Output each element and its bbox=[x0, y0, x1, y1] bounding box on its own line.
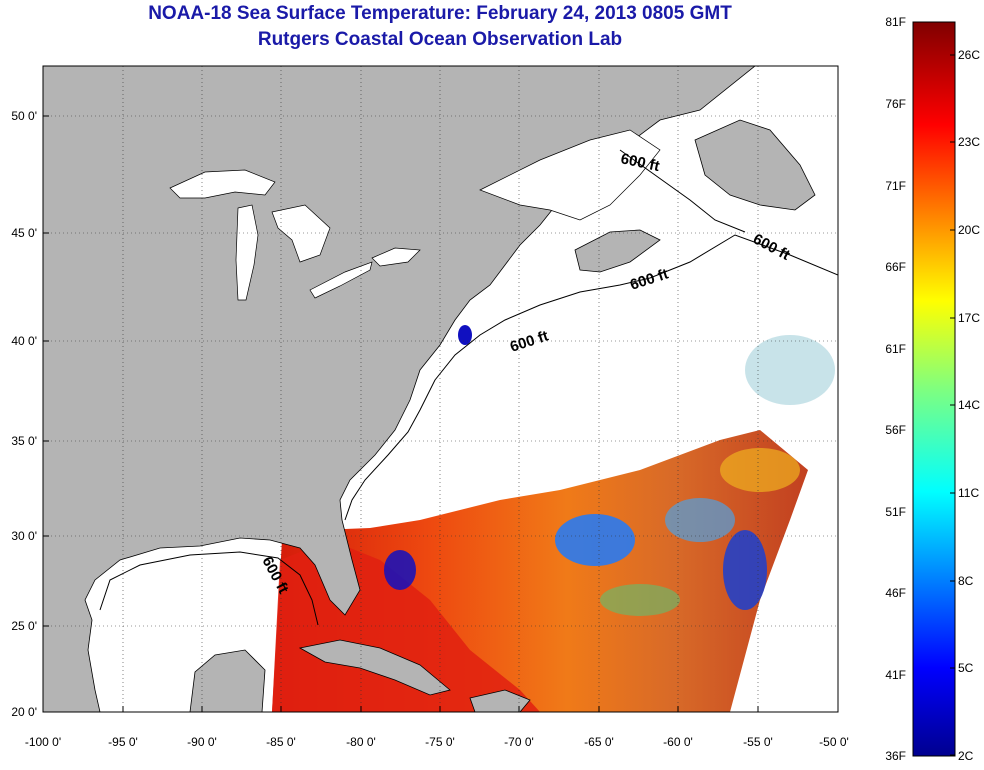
colorbar-ticks bbox=[950, 54, 955, 756]
colorbar-label-f: 81F bbox=[885, 15, 906, 29]
sst-green-patch bbox=[600, 584, 680, 616]
colorbar-label-c: 8C bbox=[958, 574, 974, 588]
land-yucatan bbox=[189, 649, 266, 712]
map-subtitle: Rutgers Coastal Ocean Observation Lab bbox=[257, 29, 623, 50]
great-lake-michigan bbox=[235, 204, 259, 301]
lat-tick-label: 50 0' bbox=[11, 109, 37, 123]
lon-tick-label: -70 0' bbox=[504, 735, 534, 749]
sst-cool-patch bbox=[458, 325, 472, 345]
great-lake-huron bbox=[271, 204, 331, 263]
colorbar-label-f: 41F bbox=[885, 668, 906, 682]
sst-cool-patch bbox=[665, 498, 735, 542]
lon-tick-label: -85 0' bbox=[266, 735, 296, 749]
lon-tick-label: -50 0' bbox=[819, 735, 849, 749]
colorbar-label-c: 20C bbox=[958, 223, 980, 237]
land-north-america bbox=[43, 66, 756, 712]
land-nova-scotia bbox=[574, 229, 661, 273]
latitude-axis bbox=[43, 115, 49, 713]
great-lake-erie bbox=[309, 261, 373, 299]
land-hispaniola bbox=[469, 689, 531, 712]
lon-tick-label: -75 0' bbox=[425, 735, 455, 749]
land-newfoundland bbox=[694, 119, 816, 211]
lat-tick-label: 45 0' bbox=[11, 226, 37, 240]
colorbar-label-f: 46F bbox=[885, 586, 906, 600]
gulf-of-st-lawrence bbox=[479, 129, 661, 221]
colorbar-label-f: 56F bbox=[885, 423, 906, 437]
sst-cool-patch bbox=[384, 550, 416, 590]
depth-contour-600ft bbox=[99, 551, 319, 626]
colorbar-label-f: 51F bbox=[885, 505, 906, 519]
lon-tick-label: -80 0' bbox=[346, 735, 376, 749]
lat-tick-label: 30 0' bbox=[11, 529, 37, 543]
lon-tick-label: -60 0' bbox=[663, 735, 693, 749]
sst-yellow-patch bbox=[720, 448, 800, 492]
longitude-axis bbox=[42, 706, 839, 712]
colorbar-label-f: 36F bbox=[885, 749, 906, 763]
lon-tick-label: -65 0' bbox=[584, 735, 614, 749]
lat-tick-label: 35 0' bbox=[11, 434, 37, 448]
colorbar-label-c: 14C bbox=[958, 398, 980, 412]
sst-scatter-patch bbox=[745, 335, 835, 405]
colorbar-label-c: 26C bbox=[958, 48, 980, 62]
lon-tick-label: -55 0' bbox=[743, 735, 773, 749]
colorbar-label-c: 23C bbox=[958, 135, 980, 149]
land-cuba bbox=[298, 639, 451, 696]
lon-tick-label: -100 0' bbox=[25, 735, 61, 749]
colorbar-label-f: 76F bbox=[885, 97, 906, 111]
map-title: NOAA-18 Sea Surface Temperature: Februar… bbox=[148, 3, 732, 24]
colorbar-label-c: 11C bbox=[958, 486, 979, 500]
colorbar-label-c: 2C bbox=[958, 749, 974, 763]
lat-tick-label: 25 0' bbox=[11, 619, 37, 633]
sst-cool-patch bbox=[555, 514, 635, 566]
depth-contour-600ft bbox=[344, 234, 838, 521]
sst-cool-patch bbox=[723, 530, 767, 610]
great-lake-superior bbox=[169, 169, 276, 199]
colorbar-label-c: 17C bbox=[958, 311, 980, 325]
great-lake-ontario bbox=[371, 247, 421, 267]
colorbar-label-c: 5C bbox=[958, 661, 974, 675]
graticule bbox=[43, 66, 838, 712]
depth-contour-600ft bbox=[619, 149, 746, 233]
lon-tick-label: -90 0' bbox=[187, 735, 217, 749]
colorbar bbox=[912, 21, 956, 757]
lon-tick-label: -95 0' bbox=[108, 735, 138, 749]
colorbar-label-f: 66F bbox=[885, 260, 906, 274]
colorbar-label-f: 61F bbox=[885, 342, 906, 356]
lat-tick-label: 40 0' bbox=[11, 334, 37, 348]
colorbar-label-f: 71F bbox=[885, 179, 906, 193]
lat-tick-label: 20 0' bbox=[11, 705, 37, 719]
